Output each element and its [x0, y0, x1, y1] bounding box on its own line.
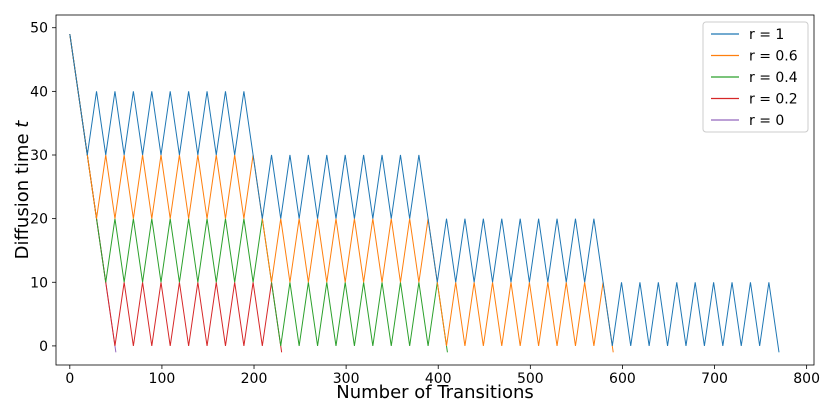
y-tick-label: 40 — [30, 84, 48, 100]
series-line — [69, 34, 780, 353]
legend: r = 1 r = 0.6 r = 0.4 r = 0.2 r = 0 — [702, 21, 809, 133]
x-tick-label: 100 — [149, 371, 176, 387]
legend-label: r = 0 — [749, 113, 784, 129]
x-tick-label: 700 — [701, 371, 728, 387]
x-tick-label: 0 — [65, 371, 74, 387]
y-axis-ticks: 0 10 20 30 40 50 — [30, 21, 56, 355]
legend-label: r = 0.4 — [749, 70, 798, 86]
x-tick-label: 600 — [609, 371, 636, 387]
legend-label: r = 0.6 — [749, 49, 798, 65]
x-tick-label: 400 — [425, 371, 452, 387]
y-tick-label: 50 — [30, 21, 48, 37]
y-tick-label: 0 — [39, 339, 48, 355]
y-axis-label-variable: t — [12, 120, 33, 128]
x-axis-label: Number of Transitions — [336, 382, 534, 403]
x-tick-label: 800 — [793, 371, 820, 387]
y-tick-label: 30 — [30, 148, 48, 164]
legend-label: r = 0.2 — [749, 92, 798, 108]
y-axis-label: Diffusion time t — [12, 120, 33, 260]
y-axis-label-main: Diffusion time — [12, 128, 33, 260]
x-tick-label: 300 — [333, 371, 360, 387]
x-tick-label: 500 — [517, 371, 544, 387]
series-line — [69, 34, 614, 353]
legend-box — [702, 21, 809, 133]
x-axis-ticks: 0 100 200 300 400 500 600 700 800 — [65, 365, 820, 387]
x-tick-label: 200 — [241, 371, 268, 387]
plot-lines — [69, 34, 780, 353]
plot-frame — [55, 14, 815, 366]
legend-label: r = 1 — [749, 27, 784, 43]
y-tick-label: 10 — [30, 275, 48, 291]
y-tick-label: 20 — [30, 212, 48, 228]
series-line — [69, 34, 283, 353]
